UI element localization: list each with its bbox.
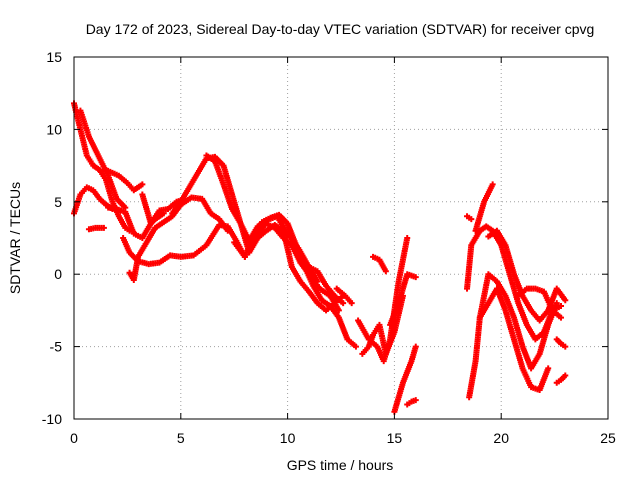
data-point [382, 268, 389, 275]
series-track-29 [553, 336, 569, 350]
series-track-14 [297, 259, 347, 307]
x-axis: 0 5 10 15 20 25 [70, 57, 616, 446]
series-track-17 [359, 292, 406, 357]
series-track-25 [476, 285, 552, 394]
series-track-30 [553, 372, 569, 386]
data-point [404, 235, 411, 241]
series-track-3 [85, 224, 107, 233]
chart-title: Day 172 of 2023, Sidereal Day-to-day VTE… [86, 21, 595, 37]
data-point [558, 314, 565, 321]
series-track-12 [231, 211, 359, 350]
x-tick-label: 10 [280, 430, 296, 446]
y-tick-label: 5 [54, 194, 62, 210]
data-point [412, 274, 419, 281]
series-track-21 [404, 397, 419, 408]
series-track-28 [515, 285, 565, 321]
y-tick-label: -10 [42, 411, 62, 427]
x-tick-label: 20 [493, 430, 509, 446]
y-axis: -10 -5 0 5 10 15 [42, 49, 608, 427]
series-track-24 [466, 271, 560, 401]
series-track-10 [169, 153, 321, 285]
series-track-18 [370, 253, 389, 275]
series-track-23 [464, 223, 565, 343]
data-point [352, 343, 359, 350]
data-point [562, 343, 569, 350]
plot-frame [73, 56, 609, 420]
data-point [558, 303, 565, 310]
data-point [224, 227, 231, 234]
series-track-13 [246, 221, 347, 314]
data-point [412, 343, 419, 350]
data-point [562, 297, 569, 304]
y-tick-label: 10 [46, 121, 62, 137]
series-track-27 [485, 227, 569, 324]
series-track-2 [71, 184, 116, 217]
series-track-19 [387, 271, 419, 328]
y-axis-label: SDTVAR / TECUs [7, 182, 23, 294]
x-tick-label: 0 [70, 430, 78, 446]
x-tick-label: 25 [600, 430, 616, 446]
data-point [160, 210, 167, 217]
data-point [545, 365, 552, 372]
series-track-22 [464, 213, 475, 223]
series-track-5 [77, 107, 129, 211]
series-track-15 [333, 285, 355, 307]
y-tick-label: 15 [46, 49, 62, 65]
series-track-1 [71, 100, 133, 234]
data-point [412, 397, 419, 404]
data-point [348, 300, 355, 307]
series-track-9 [139, 191, 167, 227]
x-tick-label: 5 [177, 430, 185, 446]
x-axis-label: GPS time / hours [287, 457, 394, 473]
series-track-20 [391, 343, 419, 415]
series-track-6 [120, 221, 248, 268]
y-tick-label: -5 [50, 339, 63, 355]
data-point [100, 224, 107, 231]
series-track-26 [472, 181, 496, 234]
x-tick-label: 15 [387, 430, 403, 446]
data-point [340, 300, 347, 307]
y-tick-label: 0 [54, 266, 62, 282]
data-point [468, 216, 475, 223]
data-points [71, 100, 569, 415]
data-point [489, 181, 496, 188]
data-point [553, 300, 560, 307]
data-point [139, 181, 146, 188]
data-point [562, 372, 569, 379]
